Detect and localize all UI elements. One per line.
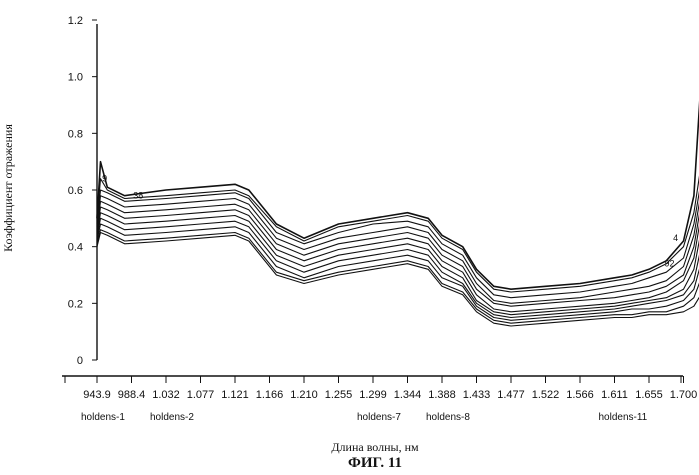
y-axis-title: Коэффициент отражения: [1, 124, 15, 252]
x-tick-label: 1.700: [670, 389, 698, 401]
x-tick-label: 1.611: [601, 389, 628, 401]
sample-label: holdens-2: [150, 412, 194, 423]
x-axis: 943.9 988.4 1.032 1.077 1.121 1.166 1.210 1.255…: [62, 376, 697, 423]
series-line: [97, 207, 699, 312]
sample-label: holdens-11: [599, 412, 648, 423]
x-tick-label: 1.077: [187, 389, 215, 401]
curve-label: 38: [133, 191, 143, 201]
series-line: [97, 156, 699, 292]
y-tick-label: 0.8: [68, 128, 83, 140]
x-tick-label: 1.522: [532, 389, 560, 401]
x-tick-label: 1.255: [325, 389, 353, 401]
x-axis-title: Длина волны, нм: [331, 440, 419, 454]
curve-label: 4: [673, 233, 678, 243]
series-layer: [97, 57, 699, 326]
sample-label: holdens-7: [357, 412, 401, 423]
x-tick-label: 1.299: [359, 389, 387, 401]
y-tick-label: 0.2: [68, 298, 83, 310]
sample-label: holdens-1: [81, 412, 125, 423]
y-tick-label: 1.0: [68, 72, 83, 84]
series-line: [97, 218, 699, 317]
x-tick-label: 943.9: [83, 389, 111, 401]
sample-label: holdens-8: [426, 412, 470, 423]
x-tick-label: 1.344: [394, 389, 422, 401]
x-tick-label: 988.4: [118, 389, 146, 401]
y-tick-label: 0.4: [68, 242, 83, 254]
figure-title: ФИГ. 11: [348, 455, 402, 471]
curve-label: 9: [102, 174, 107, 184]
series-line: [97, 184, 699, 303]
curve-label: 92: [665, 259, 675, 269]
x-tick-label: 1.032: [152, 389, 180, 401]
series-line: [97, 224, 699, 320]
x-tick-label: 1.210: [290, 389, 318, 401]
y-tick-label: 0: [77, 355, 83, 367]
y-axis: 0 0.2 0.4 0.6 0.8 1.0 1.2: [68, 15, 97, 367]
x-tick-label: 1.166: [256, 389, 284, 401]
x-tick-label: 1.433: [463, 389, 491, 401]
y-tick-label: 0.6: [68, 185, 83, 197]
x-tick-label: 1.566: [566, 389, 594, 401]
x-tick-label: 1.388: [428, 389, 456, 401]
y-tick-label: 1.2: [68, 15, 83, 27]
x-tick-label: 1.121: [221, 389, 249, 401]
x-tick-label: 1.477: [497, 389, 525, 401]
series-line: [97, 57, 699, 289]
x-tick-label: 1.655: [635, 389, 663, 401]
